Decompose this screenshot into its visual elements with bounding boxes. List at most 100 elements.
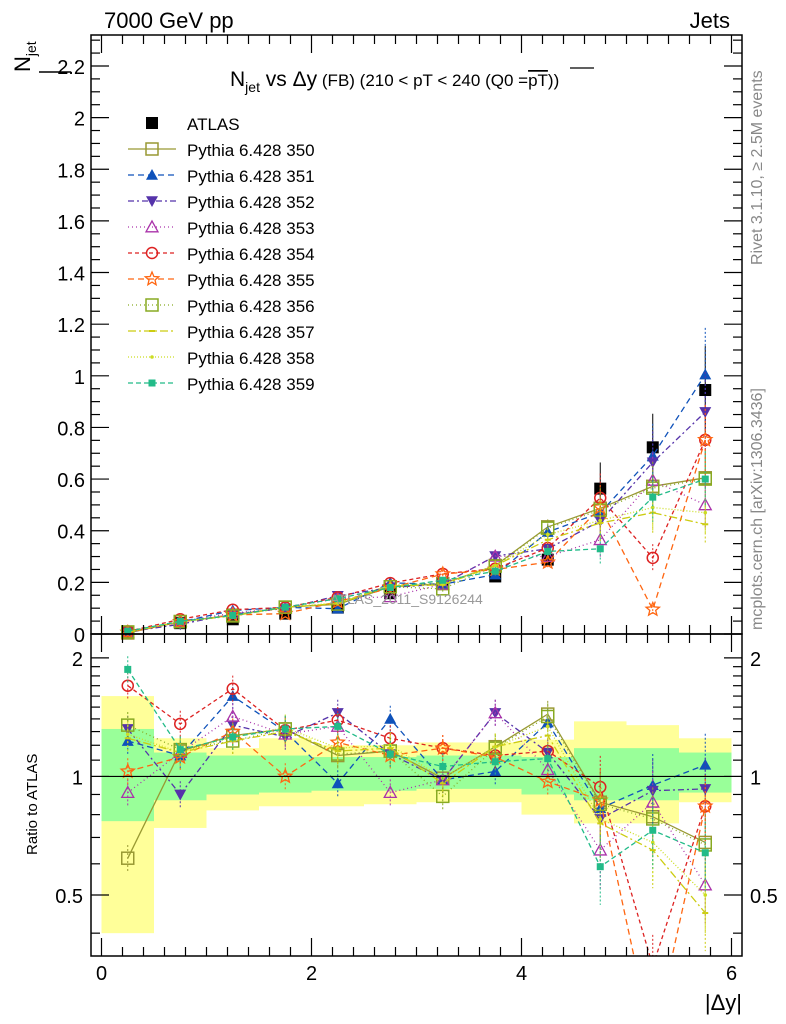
data-point [650,505,655,510]
main-y-tick-label: 1.8 [57,160,85,182]
ratio-point [488,705,503,719]
main-y-tick-label: 0.2 [57,573,85,595]
ratio-point [226,690,239,701]
ratio-point [541,709,555,724]
data-point [644,600,662,617]
legend-label: ATLAS [187,115,240,134]
ratio-y-ticks: 0.5 0.5 1 1 2 2 [55,649,778,934]
title-close: )) [548,71,559,90]
series-line [127,478,706,633]
series-line [127,439,706,633]
data-point [649,493,657,501]
legend-entry: Pythia 6.428 356 [128,297,315,316]
ratio-y-tick-label-right: 0.5 [750,886,778,908]
main-y-tick-label: 2.2 [57,57,85,79]
legend-entry: Pythia 6.428 355 [128,270,315,290]
legend-entry: Pythia 6.428 354 [128,245,315,264]
ratio-point [124,665,132,673]
ratio-point [491,758,499,766]
legend-marker [145,298,159,312]
legend-label: Pythia 6.428 355 [187,271,315,290]
ratio-line [127,713,706,859]
series-line [127,479,706,634]
ratio-point [121,679,134,692]
data-point [703,510,708,515]
x-tick-label: 6 [726,963,737,985]
series-line [127,478,706,632]
legend-marker [146,196,158,207]
title-n-sub: jet [244,79,260,95]
ratio-x-ticks: 0 2 4 6 [96,634,737,985]
legend-label: Pythia 6.428 353 [187,219,315,238]
data-point [121,625,135,639]
ratio-point [703,893,708,897]
title-pt: pT [528,71,548,90]
main-x-ticks [100,35,733,634]
series-line [127,374,706,633]
legend-entry: Pythia 6.428 351 [128,167,315,186]
main-y-tick-label: 0.6 [57,470,85,492]
ratio-point [174,717,187,731]
ratio-point [699,784,712,795]
main-y-tick-label: 0.4 [57,522,85,544]
legend: ATLAS Pythia 6.428 350 Pythia 6.428 351 Pyt… [128,115,315,394]
legend-entry: Pythia 6.428 350 [128,141,315,160]
legend-marker [150,355,154,359]
ratio-line [127,685,706,956]
ratio-point [281,725,289,733]
data-point [592,498,609,515]
ratio-point [645,794,660,808]
ratio-point [596,863,604,871]
rivet-text: Rivet 3.1.10, ≥ 2.5M events [749,70,766,265]
ratio-point [174,789,187,801]
title-range: (210 < pT < 240 (Q0 = [360,71,528,90]
legend-marker [146,117,158,129]
ratio-point [335,746,340,750]
ratio-point [225,709,240,722]
series-line [127,411,706,633]
ratio-y-tick-label-right: 1 [750,767,761,789]
ratio-point [696,797,714,814]
legend-label: Pythia 6.428 357 [187,323,315,342]
data-point [701,475,709,483]
ratio-point [698,838,712,852]
legend-label: Pythia 6.428 358 [187,349,315,368]
ratio-point [226,682,239,695]
ratio-bands [101,696,732,934]
uncertainty-band-inner [259,755,312,793]
x-tick-label: 2 [306,963,317,985]
series-pythia-6-428-350 [121,449,712,640]
ratio-point [699,758,712,770]
data-point [545,532,550,537]
ratio-point [593,842,608,856]
data-point [696,431,714,447]
ratio-point [541,747,554,759]
ratio-point [649,826,657,834]
header-right: Jets [690,8,730,33]
watermark: ATLAS_2011_S9126244 [330,591,483,607]
legend-entry: ATLAS [146,115,240,134]
ratio-line [127,715,706,846]
ratio-point [439,762,447,770]
svg-text:Njet: Njet [10,41,39,72]
ratio-line [127,730,706,914]
x-tick-label: 4 [516,963,527,985]
data-point [439,576,447,584]
title-n: N [230,68,245,91]
ratio-line [127,725,706,896]
ratio-point [229,733,237,741]
ratio-point [125,732,130,737]
main-y-label: Njet [10,41,71,73]
data-point [171,613,189,629]
series-line [127,506,706,633]
x-tick-label: 0 [96,963,107,985]
ratio-line [127,730,706,956]
data-point [596,545,604,553]
ratio-point [598,817,603,821]
data-point [593,532,608,546]
ratio-point [386,750,394,758]
data-point [124,627,132,635]
title-fb: (FB) [317,71,360,90]
uncertainty-band-inner [206,755,259,795]
